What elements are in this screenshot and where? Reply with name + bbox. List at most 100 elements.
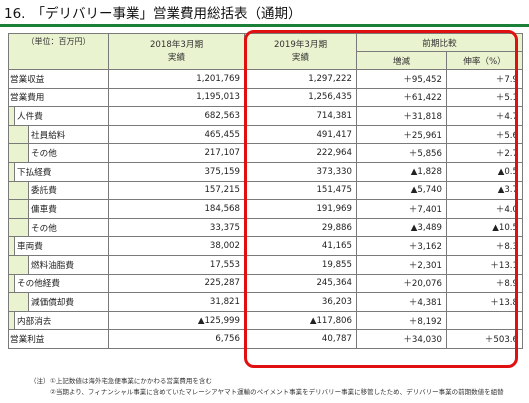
- indent-strip: [9, 163, 15, 181]
- growth-rate: ▲0.5: [446, 161, 523, 182]
- indent-strip: [9, 275, 15, 292]
- value-2019: 245,364: [244, 273, 357, 294]
- indent-strip: [9, 293, 29, 311]
- indent-strip: [9, 219, 29, 236]
- change-header: 増減: [356, 51, 447, 70]
- value-2019: 1,297,222: [244, 69, 357, 89]
- change-value: ＋4,381: [356, 292, 447, 312]
- growth-rate-header: 伸率（%）: [446, 51, 523, 70]
- value-2018: 375,159: [108, 161, 245, 182]
- row-label: 内部消去: [17, 316, 52, 327]
- column-header-2018-actual: 実績: [167, 52, 186, 63]
- growth-rate: ▲3.7: [446, 180, 523, 201]
- table-row: 車両費 38,002 41,165 ＋3,162 ＋8.3: [8, 236, 523, 256]
- value-2019: 1,256,435: [244, 87, 357, 108]
- value-2019: 491,417: [244, 124, 357, 145]
- row-label-cell: 車両費: [8, 236, 109, 256]
- column-header-2019-actual: 実績: [291, 52, 310, 63]
- growth-rate: ＋5.1: [446, 87, 523, 108]
- growth-rate: ＋4.7: [446, 106, 523, 126]
- value-2019: 19,855: [244, 254, 357, 275]
- change-value: ＋7,401: [356, 199, 447, 219]
- table-row: 下払経費 375,159 373,330 ▲1,828 ▲0.5: [8, 161, 523, 182]
- row-label: 営業収益: [10, 74, 45, 85]
- row-label-cell: その他: [8, 217, 109, 238]
- value-2018: 184,568: [108, 199, 245, 219]
- row-label-cell: 委託費: [8, 180, 109, 201]
- indent-strip: [9, 237, 15, 255]
- row-label-cell: 人件費: [8, 106, 109, 126]
- change-value: ＋61,422: [356, 87, 447, 108]
- row-label: 下払経費: [17, 167, 52, 178]
- row-label: 傭車費: [31, 204, 57, 215]
- footnote-text-2: ②当期より、フィナンシャル事業に含めていたマレーシアヤマト運輸のペイメント事業を…: [50, 388, 504, 396]
- value-2018: 1,195,013: [108, 87, 245, 108]
- growth-rate: ＋4.0: [446, 199, 523, 219]
- table-row: 委託費 157,215 151,475 ▲5,740 ▲3.7: [8, 180, 523, 201]
- growth-rate: ＋2.7: [446, 143, 523, 163]
- value-2018: 33,375: [108, 217, 245, 238]
- row-label: 営業利益: [10, 335, 45, 346]
- row-label: その他: [31, 149, 57, 160]
- value-2018: 38,002: [108, 236, 245, 256]
- expense-summary-table: （単位：百万円） 2018年3月期 実績 2019年3月期 実績 前期比較 増減…: [8, 33, 523, 349]
- header-row-2: 増減 伸率（%）: [9, 51, 523, 70]
- table-row: 営業費用 1,195,013 1,256,435 ＋61,422 ＋5.1: [8, 87, 523, 108]
- row-label: 社員給料: [31, 130, 66, 141]
- indent-strip: [9, 312, 15, 329]
- comparison-header: 前期比較: [356, 33, 523, 52]
- change-value: ＋3,162: [356, 236, 447, 256]
- title-text: 「デリバリー事業」営業費用総括表（通期）: [31, 6, 302, 22]
- change-value: ＋20,076: [356, 273, 447, 294]
- footnote-text-1: ①上記数値は海外宅急便事業にかかわる営業費用を含む: [50, 377, 212, 385]
- row-label: その他: [31, 223, 57, 234]
- footnote-2: ②当期より、フィナンシャル事業に含めていたマレーシアヤマト運輸のペイメント事業を…: [30, 387, 504, 398]
- row-label: 営業費用: [10, 93, 45, 104]
- column-header-2018: 2018年3月期 実績: [108, 33, 245, 70]
- value-2019: 36,203: [244, 292, 357, 312]
- row-label-cell: 営業費用: [8, 87, 109, 108]
- value-2019: 191,969: [244, 199, 357, 219]
- indent-strip: [9, 200, 29, 218]
- row-label: 委託費: [31, 186, 57, 197]
- change-value: ▲3,489: [356, 217, 447, 238]
- value-2018: 31,821: [108, 292, 245, 312]
- table-row: 社員給料 465,455 491,417 ＋25,961 ＋5.6: [8, 124, 523, 145]
- row-label-cell: 内部消去: [8, 310, 109, 331]
- column-header-2019-period: 2019年3月期: [273, 39, 328, 50]
- growth-rate: -: [446, 310, 523, 331]
- row-label: その他経費: [17, 279, 60, 290]
- column-header-2019: 2019年3月期 実績: [244, 33, 357, 70]
- value-2019: 714,381: [244, 106, 357, 126]
- row-label-cell: 傭車費: [8, 199, 109, 219]
- table-row: その他 33,375 29,886 ▲3,489 ▲10.5: [8, 217, 523, 238]
- change-value: ＋31,818: [356, 106, 447, 126]
- indent-strip: [9, 144, 29, 162]
- value-2019: 40,787: [244, 329, 357, 349]
- row-label-cell: 営業利益: [8, 329, 109, 349]
- change-value: ＋2,301: [356, 254, 447, 275]
- value-2018: ▲125,999: [108, 310, 245, 331]
- unit-label: （単位：百万円）: [8, 33, 109, 70]
- row-label-cell: 下払経費: [8, 161, 109, 182]
- change-value: ▲5,740: [356, 180, 447, 201]
- growth-rate: ＋7.9: [446, 69, 523, 89]
- growth-rate: ＋8.3: [446, 236, 523, 256]
- row-label-cell: その他: [8, 143, 109, 163]
- value-2019: 373,330: [244, 161, 357, 182]
- value-2018: 157,215: [108, 180, 245, 201]
- value-2018: 465,455: [108, 124, 245, 145]
- change-value: ＋5,856: [356, 143, 447, 163]
- row-label-cell: 営業収益: [8, 69, 109, 89]
- value-2018: 682,563: [108, 106, 245, 126]
- value-2018: 6,756: [108, 329, 245, 349]
- row-label-cell: 減価償却費: [8, 292, 109, 312]
- row-label-cell: 燃料油脂費: [8, 254, 109, 275]
- change-value: ＋25,961: [356, 124, 447, 145]
- table-row: 人件費 682,563 714,381 ＋31,818 ＋4.7: [8, 106, 523, 126]
- row-label: 人件費: [17, 111, 43, 122]
- indent-strip: [9, 182, 29, 199]
- table-row: 燃料油脂費 17,553 19,855 ＋2,301 ＋13.1: [8, 254, 523, 275]
- value-2019: ▲117,806: [244, 310, 357, 331]
- page-title: 16. 「デリバリー事業」営業費用総括表（通期）: [4, 2, 301, 22]
